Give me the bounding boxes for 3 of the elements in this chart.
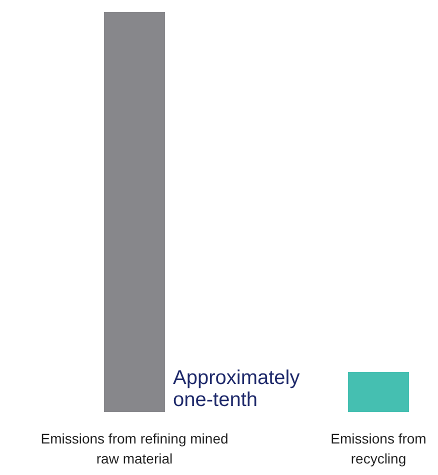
x-tick-label: Emissions from refining mined raw material	[40, 430, 228, 466]
annotation: Approximately one-tenth	[173, 367, 300, 411]
x-tick-label: Emissions from recycling	[330, 430, 426, 466]
